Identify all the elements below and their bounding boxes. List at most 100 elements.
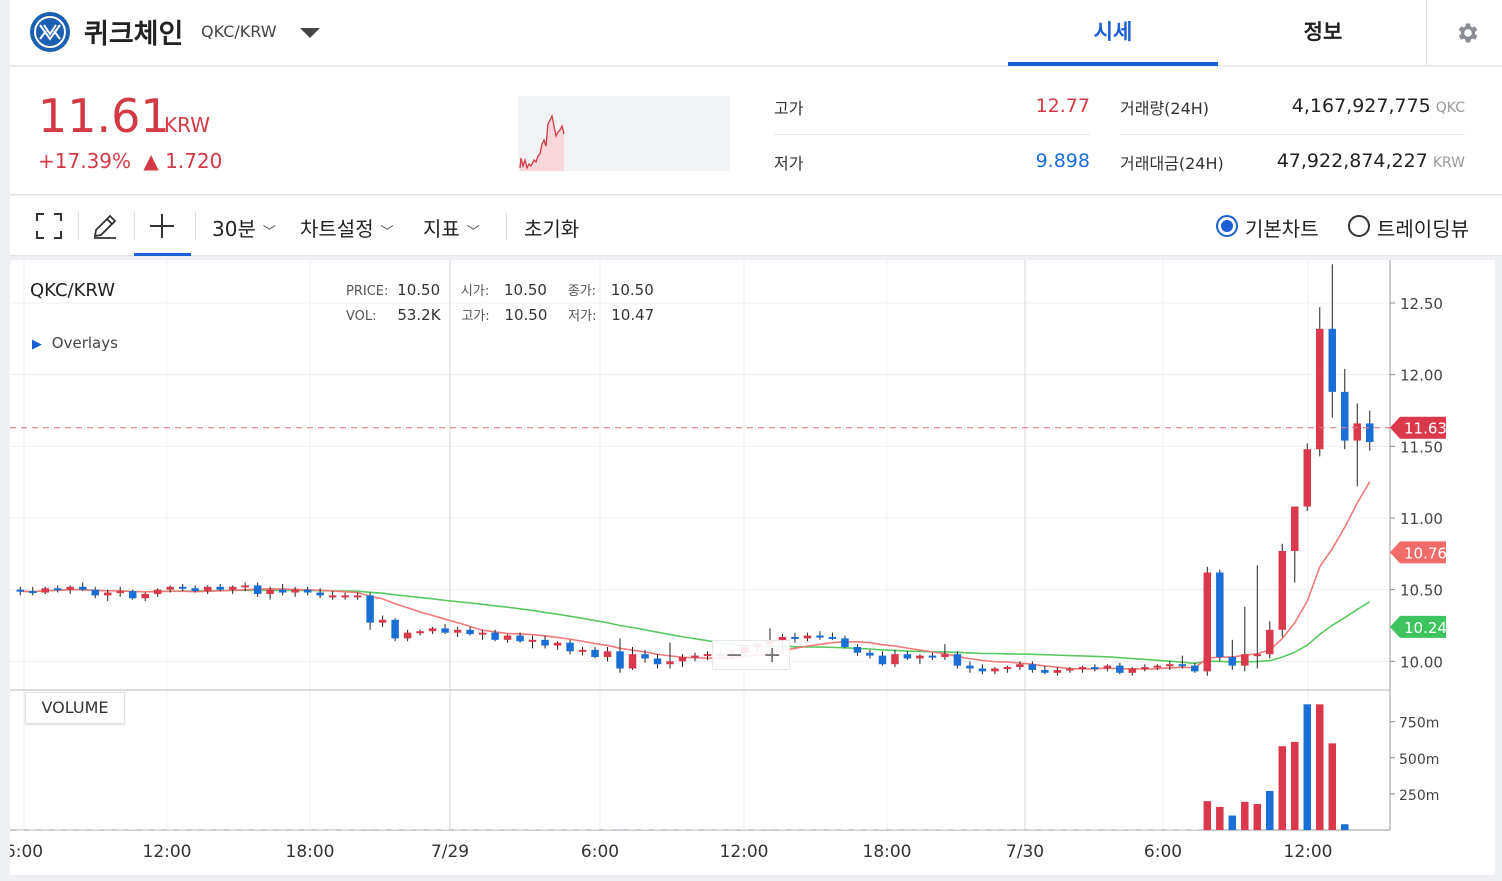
volume-bar	[941, 829, 949, 831]
volume-bar	[453, 829, 462, 831]
volume-label: 거래량(24H)	[1120, 99, 1210, 118]
x-tick-label: 12:00	[1284, 842, 1333, 862]
volume-bar	[28, 829, 37, 831]
volume-bar	[478, 829, 487, 831]
volume-bar	[791, 829, 799, 831]
candle	[41, 588, 49, 593]
candle	[903, 654, 912, 659]
chevron-down-icon[interactable]	[300, 28, 320, 38]
volume-bar	[691, 829, 699, 831]
amount-value: 47,922,874,227 KRW	[1230, 150, 1465, 172]
zoom-control[interactable]: − +	[712, 640, 790, 670]
volume-bar	[666, 829, 674, 830]
volume-bar	[466, 829, 474, 831]
interval-dropdown[interactable]: 30분 ﹀	[212, 213, 276, 242]
volume-tick-label: 500m	[1399, 752, 1439, 768]
ma-long-line	[20, 588, 1371, 665]
triangle-right-icon: ▶	[32, 337, 42, 352]
chevron-down-icon: ﹀	[262, 225, 276, 240]
volume-bar	[828, 829, 837, 831]
overlays-toggle[interactable]: ▶ Overlays	[32, 334, 118, 352]
volume-bar	[491, 829, 499, 831]
y-tick-label: 11.50	[1400, 438, 1443, 456]
candle	[853, 647, 862, 653]
radio-basic-chart[interactable]	[1216, 215, 1238, 237]
chart-settings-dropdown[interactable]: 차트설정 ﹀	[300, 213, 394, 242]
price-chart[interactable]: 6:00 12:00 18:00 7/29 6:00 12:00 18:00 7/30 6:00…	[10, 260, 1495, 875]
chevron-down-icon: ﹀	[380, 225, 394, 240]
indicators-dropdown[interactable]: 지표 ﹀	[423, 213, 480, 242]
zoom-in-icon[interactable]: +	[763, 643, 782, 668]
candle	[878, 655, 887, 665]
candle	[428, 628, 437, 632]
candle	[678, 657, 687, 662]
volume-bar	[1228, 815, 1237, 830]
tradingview-label[interactable]: 트레이딩뷰	[1377, 217, 1469, 241]
tab-info[interactable]: 정보	[1303, 20, 1343, 44]
candle	[403, 632, 412, 639]
candle	[153, 589, 162, 594]
radio-tradingview[interactable]	[1348, 215, 1370, 237]
volume-tick-label: 250m	[1399, 788, 1439, 804]
amount-label: 거래대금(24H)	[1120, 154, 1224, 173]
volume-bar	[641, 829, 649, 831]
volume-bar	[1103, 829, 1112, 831]
pencil-icon[interactable]	[91, 212, 119, 240]
volume-tick-label: 750m	[1399, 716, 1439, 732]
x-tick-label: 7/30	[1006, 842, 1044, 862]
candle	[166, 586, 174, 590]
volume-bar	[291, 829, 299, 831]
candle	[616, 651, 624, 669]
interval-label: 30분	[212, 217, 256, 241]
candlestick-chart[interactable]: 6:00 12:00 18:00 7/29 6:00 12:00 18:00 7/30 6:00…	[10, 260, 1495, 875]
volume-bar	[741, 829, 749, 831]
volume-bar	[628, 829, 637, 830]
crosshair-icon[interactable]	[149, 213, 175, 239]
candle	[16, 589, 24, 592]
volume-bar	[1166, 829, 1174, 831]
volume-bar	[903, 829, 912, 831]
candle	[941, 654, 949, 658]
volume-bar	[428, 829, 437, 831]
volume-bar	[528, 829, 537, 831]
volume-bar	[266, 829, 274, 831]
candle	[1128, 668, 1137, 673]
x-tick-label: 6:00	[581, 842, 619, 862]
candle	[1291, 506, 1299, 551]
candle	[1078, 667, 1087, 670]
volume-bar	[416, 829, 424, 831]
candle	[891, 654, 899, 665]
candle	[266, 589, 274, 594]
divider	[1120, 134, 1465, 135]
candle	[641, 654, 649, 659]
reset-button[interactable]: 초기화	[524, 217, 580, 241]
price-tag-label: 10.24	[1404, 619, 1447, 637]
volume-bar	[1316, 704, 1324, 830]
info-close-label: 종가:	[567, 284, 597, 299]
fullscreen-icon[interactable]	[36, 213, 62, 239]
candle	[366, 595, 374, 623]
candle	[116, 591, 124, 594]
volume-bar	[953, 829, 962, 831]
info-vol-label: VOL:	[346, 309, 377, 324]
volume-bar	[566, 829, 574, 831]
volume-bar	[1203, 801, 1212, 830]
ohlc-info: PRICE: 10.50 시가: 10.50 종가: 10.50	[346, 280, 654, 299]
candle	[966, 665, 974, 669]
settings-button[interactable]	[1426, 0, 1502, 66]
zoom-out-icon[interactable]: −	[725, 643, 744, 668]
volume-bar	[1003, 829, 1012, 831]
candle	[1016, 664, 1024, 668]
candle	[578, 649, 587, 652]
candle	[803, 635, 812, 639]
mini-chart	[518, 96, 730, 171]
candle	[341, 595, 349, 598]
tab-quote[interactable]: 시세	[1008, 0, 1218, 66]
gear-icon[interactable]	[1455, 20, 1481, 46]
volume-bar	[978, 829, 987, 831]
chart-toolbar: 30분 ﹀ 차트설정 ﹀ 지표 ﹀ 초기화 기본차트 트레이딩뷰	[10, 196, 1502, 256]
crosshair-button[interactable]	[134, 196, 191, 256]
volume-bar	[366, 829, 374, 830]
basic-chart-label[interactable]: 기본차트	[1245, 217, 1319, 241]
volume-bar	[553, 829, 562, 831]
